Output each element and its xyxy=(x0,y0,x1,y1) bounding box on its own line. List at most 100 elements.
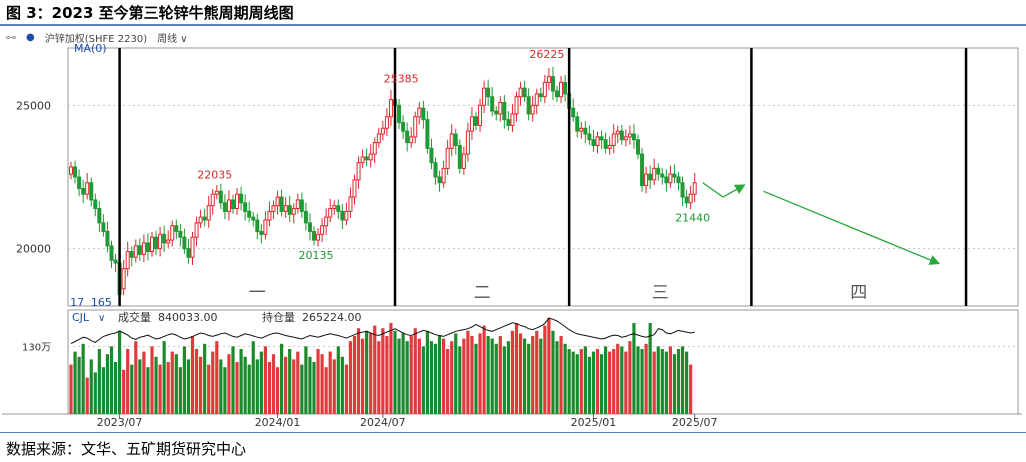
contract-label[interactable]: 沪锌加权(SHFE 2230) xyxy=(44,33,148,45)
volume-bar xyxy=(575,354,579,414)
volume-bar xyxy=(109,346,114,414)
candle-down xyxy=(640,153,645,187)
volume-bar xyxy=(608,351,612,414)
candle-up xyxy=(320,225,325,235)
candle-up xyxy=(324,216,329,227)
candle-up xyxy=(510,113,515,126)
volume-bar xyxy=(336,346,340,414)
candle-down xyxy=(279,196,284,212)
projection-arrow xyxy=(702,182,724,198)
volume-bar xyxy=(69,364,73,414)
candle-up xyxy=(344,210,349,221)
volume-bar xyxy=(154,356,158,414)
volume-bar xyxy=(89,359,93,414)
candle-down xyxy=(636,139,640,155)
volume-bar xyxy=(215,341,219,414)
candle-up xyxy=(380,127,385,135)
x-tick-label: 2025/07 xyxy=(672,416,718,429)
chart-overlay: MA(0) 一 二 三 四 22035 20135 25385 26225 21440 17 165C… xyxy=(70,44,968,324)
volume-bar xyxy=(458,346,462,414)
volume-bar xyxy=(571,351,575,414)
projection-arrow xyxy=(763,190,941,265)
volume-bar xyxy=(344,364,348,414)
candle-down xyxy=(538,93,543,98)
volume-bar xyxy=(255,359,259,414)
price-annotation: 17 xyxy=(70,296,84,309)
candle-up xyxy=(275,196,280,207)
candle-down xyxy=(494,110,499,115)
candle-up xyxy=(445,147,450,169)
link-icon[interactable]: ⧟ xyxy=(6,31,16,43)
candle-down xyxy=(571,107,576,118)
volume-bar xyxy=(130,364,134,414)
candle-up xyxy=(316,233,321,241)
volume-bar xyxy=(417,338,421,414)
candle-down xyxy=(522,87,527,98)
volume-bar xyxy=(450,341,454,414)
candle-up xyxy=(214,190,219,195)
volume-bar xyxy=(243,356,247,414)
candle-down xyxy=(526,96,531,115)
candle-down xyxy=(429,147,434,164)
candle-down xyxy=(145,242,150,253)
volume-bar xyxy=(199,356,203,414)
candle-down xyxy=(239,193,244,204)
volume-bar xyxy=(292,359,296,414)
ma-indicator-label: MA(0) xyxy=(74,44,107,55)
candle-down xyxy=(89,182,94,201)
volume-bar xyxy=(304,346,308,414)
volume-bar xyxy=(328,351,332,414)
candle-down xyxy=(174,225,179,232)
candle-up xyxy=(514,96,519,115)
candle-down xyxy=(312,230,316,241)
volume-bar xyxy=(498,336,502,414)
volume-bar xyxy=(624,351,628,414)
candle-up xyxy=(356,162,361,181)
volume-bar xyxy=(604,346,608,414)
cjl-indicator-label: CJL xyxy=(72,311,90,324)
volume-bar xyxy=(97,349,101,414)
volume-bar xyxy=(656,346,660,414)
candle-down xyxy=(73,166,78,178)
volume-bar xyxy=(381,328,385,414)
volume-bar xyxy=(251,341,255,414)
price-annotation: 165 xyxy=(91,296,112,309)
volume-bar xyxy=(502,346,506,414)
candle-down xyxy=(243,202,248,212)
candle-down xyxy=(129,251,134,258)
volume-bar xyxy=(579,349,583,414)
volume-bar xyxy=(672,354,677,414)
candle-down xyxy=(421,107,426,121)
volume-bar xyxy=(543,325,547,414)
zinc-weekly-chart[interactable]: 25000 20000 130万 2023/07 2024/01 2024/07 2025/… xyxy=(2,44,1022,430)
candle-up xyxy=(376,133,381,144)
volume-bar xyxy=(239,349,243,414)
candle-up xyxy=(595,136,600,146)
volume-bar xyxy=(478,333,482,414)
volume-bar xyxy=(397,338,401,414)
metric-name: 持仓量 xyxy=(262,310,295,324)
volume-bar xyxy=(523,338,527,414)
candle-down xyxy=(247,210,252,218)
volume-bar xyxy=(527,343,531,414)
candle-up xyxy=(206,205,211,221)
candle-down xyxy=(437,176,442,184)
volume-bar xyxy=(211,351,215,414)
volume-bar xyxy=(587,356,591,414)
volume-bar xyxy=(146,367,150,414)
candle-up xyxy=(615,130,620,135)
chart-grid: 25000 20000 130万 2023/07 2024/01 2024/07 2025/… xyxy=(2,47,1022,429)
candle-up xyxy=(498,101,503,115)
volume-bar xyxy=(267,362,272,414)
candle-up xyxy=(644,173,649,187)
candle-down xyxy=(222,202,227,212)
volume-bar xyxy=(182,346,186,414)
volume-bar xyxy=(652,351,656,414)
candle-down xyxy=(457,144,462,169)
volume-bar xyxy=(312,362,316,414)
candle-up xyxy=(417,107,422,118)
period-selector[interactable]: 周线 ∨ xyxy=(157,30,188,45)
volume-bar xyxy=(271,354,276,414)
volume-bar xyxy=(259,351,263,414)
volume-bar xyxy=(162,341,166,414)
